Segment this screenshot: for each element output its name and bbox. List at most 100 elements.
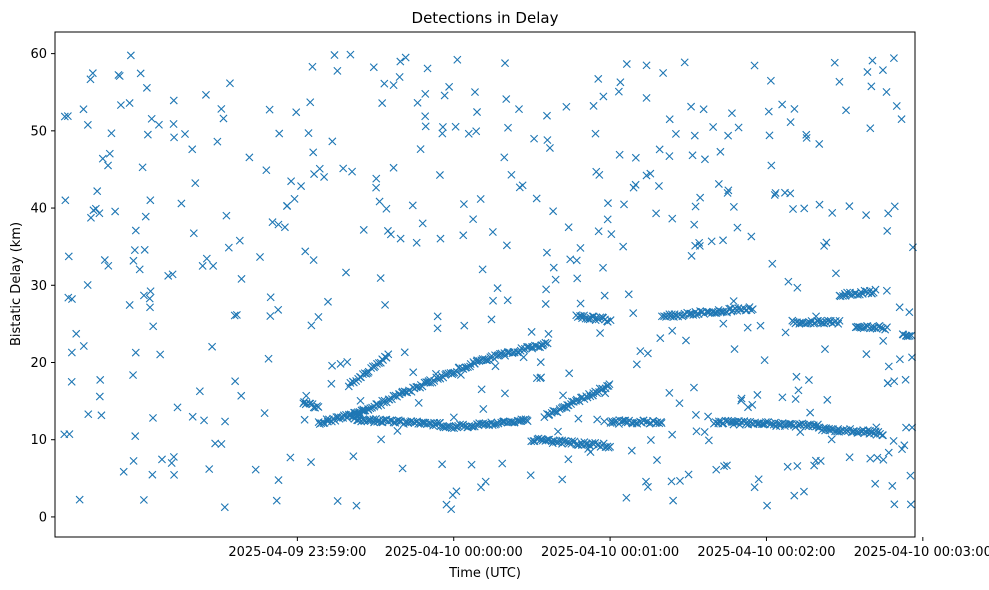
data-point <box>622 60 631 69</box>
data-point <box>804 376 813 385</box>
data-point <box>897 115 906 124</box>
data-point <box>348 167 357 176</box>
data-point <box>148 470 157 479</box>
data-point <box>820 345 829 354</box>
data-point <box>181 130 189 138</box>
data-point <box>606 316 615 325</box>
data-point <box>327 379 336 388</box>
data-point <box>643 349 652 358</box>
data-point <box>138 163 147 172</box>
data-point <box>346 50 355 59</box>
data-point <box>882 286 891 295</box>
data-point <box>549 207 558 216</box>
data-point <box>756 321 765 330</box>
data-point <box>429 421 438 430</box>
data-point <box>536 358 545 367</box>
data-point <box>189 229 198 238</box>
data-point <box>700 155 709 164</box>
data-point <box>369 63 378 72</box>
data-point <box>156 350 165 359</box>
data-point <box>451 122 460 131</box>
data-point <box>129 371 138 380</box>
data-point <box>532 374 541 383</box>
data-point <box>781 328 790 337</box>
data-point <box>264 354 273 363</box>
data-point <box>549 406 558 415</box>
data-point <box>905 308 914 317</box>
data-point <box>792 372 801 381</box>
data-point <box>287 177 296 186</box>
data-point <box>665 388 674 397</box>
data-point <box>235 236 244 245</box>
data-point <box>879 455 888 464</box>
data-point <box>135 265 144 274</box>
data-point <box>659 69 668 77</box>
data-point <box>426 378 435 387</box>
data-point <box>890 500 899 509</box>
data-point <box>369 415 378 424</box>
data-point <box>700 428 709 437</box>
data-point <box>750 483 759 492</box>
data-point <box>541 338 550 347</box>
data-point <box>504 123 512 132</box>
data-point <box>900 441 909 450</box>
data-point <box>489 296 498 305</box>
data-point <box>820 241 829 250</box>
data-point <box>642 171 651 180</box>
data-point <box>188 412 197 421</box>
data-point <box>491 351 500 360</box>
data-point <box>527 437 536 446</box>
data-point <box>413 98 422 107</box>
data-point <box>145 294 154 303</box>
data-point <box>494 419 503 428</box>
data-point <box>763 501 772 510</box>
data-point <box>147 114 156 123</box>
data-point <box>225 79 234 88</box>
data-point <box>286 453 295 462</box>
data-point <box>177 199 186 208</box>
data-point <box>603 199 612 208</box>
data-point <box>352 501 361 510</box>
data-point <box>508 418 517 427</box>
data-point <box>576 243 585 252</box>
data-point <box>202 254 211 263</box>
data-point <box>695 241 704 250</box>
data-point <box>878 431 887 440</box>
data-point <box>515 183 524 192</box>
data-point <box>168 270 177 279</box>
data-point <box>827 435 836 444</box>
data-point <box>799 487 808 496</box>
data-point <box>464 129 473 138</box>
data-point <box>292 108 301 117</box>
data-point <box>131 348 140 357</box>
x-tick-label: 2025-04-10 00:00:00 <box>385 545 523 560</box>
data-point <box>862 350 871 359</box>
data-point <box>431 369 440 378</box>
data-point <box>642 61 651 70</box>
data-point <box>266 312 275 321</box>
data-point <box>750 61 759 70</box>
data-point <box>827 425 836 434</box>
data-point <box>790 104 799 113</box>
data-point <box>416 145 425 154</box>
data-point <box>743 417 752 426</box>
data-point <box>594 74 603 83</box>
data-point <box>142 83 151 92</box>
data-point <box>532 194 541 203</box>
data-point <box>813 317 822 325</box>
data-point <box>901 375 910 384</box>
data-point <box>724 186 733 195</box>
data-point <box>627 446 636 455</box>
data-point <box>330 51 339 60</box>
data-point <box>467 422 476 431</box>
data-point <box>436 234 445 243</box>
y-tick-label: 50 <box>30 124 47 139</box>
data-point <box>771 188 780 197</box>
y-axis-ticks: 0 10 20 30 40 50 60 <box>30 47 55 525</box>
data-point <box>384 350 393 359</box>
data-point <box>876 323 885 332</box>
data-point <box>164 271 173 280</box>
data-points <box>60 50 917 514</box>
data-point <box>89 206 98 215</box>
data-point <box>614 87 623 96</box>
